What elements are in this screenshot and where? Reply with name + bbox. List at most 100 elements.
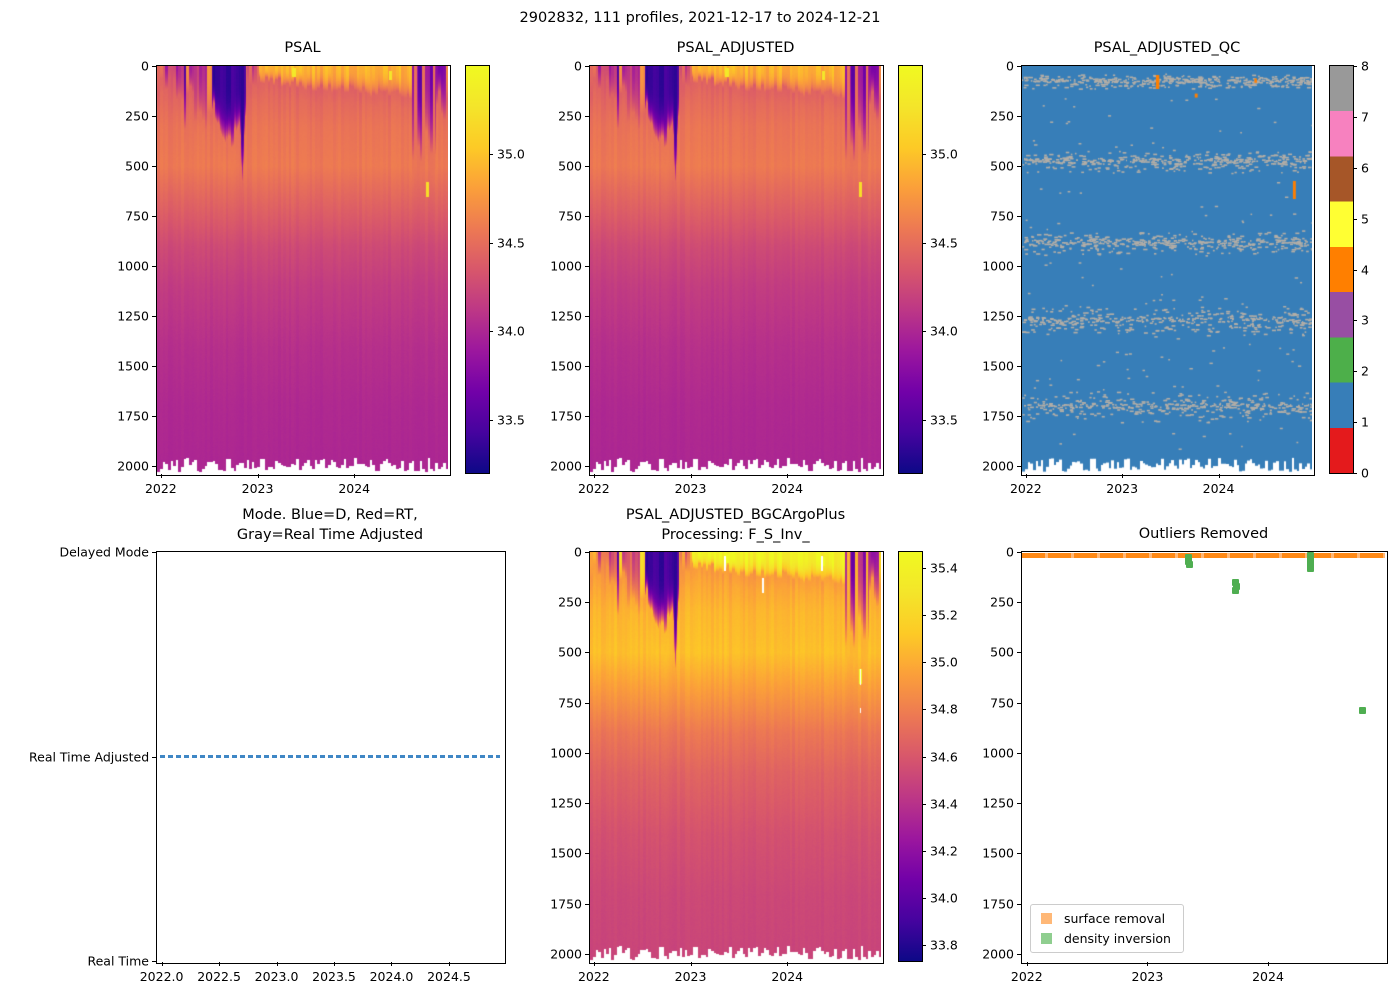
mode-dashed-line — [160, 755, 500, 758]
x-tick-label: 2024 — [771, 481, 804, 496]
y-tick-mark — [1017, 216, 1021, 217]
psal_adjusted_qc-axes-frame — [1021, 65, 1315, 476]
colorbar-tick-mark — [922, 419, 926, 421]
colorbar-tick-label: 7 — [1361, 109, 1369, 125]
y-tick-mark — [585, 466, 589, 467]
psal-axes-frame — [156, 65, 451, 476]
x-tick-label: 2023 — [674, 969, 707, 984]
colorbar-tick-mark — [922, 850, 926, 852]
y-tick-mark — [585, 853, 589, 855]
y-tick-label: 500 — [990, 158, 1014, 174]
psal_adjusted_bgc-axes-frame — [589, 551, 884, 964]
x-tick-mark — [787, 962, 789, 966]
colorbar-tick-label: 34.8 — [930, 701, 958, 717]
x-tick-mark — [1025, 474, 1027, 478]
y-tick-label: 1000 — [550, 745, 582, 761]
y-tick-mark — [1017, 366, 1021, 367]
colorbar-tick-mark — [1353, 66, 1357, 67]
y-tick-mark — [1017, 116, 1021, 117]
colorbar-tick-label: 33.5 — [497, 412, 525, 428]
psal_adjusted-axes-frame — [589, 65, 884, 476]
colorbar-tick-mark — [922, 944, 926, 946]
x-tick-mark — [1218, 474, 1220, 478]
colorbar-tick-label: 34.6 — [930, 749, 958, 764]
y-tick-mark — [1017, 652, 1021, 654]
x-tick-mark — [276, 962, 278, 966]
y-tick-mark — [585, 416, 589, 417]
y-tick-label: Real Time — [87, 953, 149, 969]
x-tick-mark — [690, 962, 692, 966]
colorbar-tick-mark — [1353, 422, 1357, 424]
y-tick-label: 2000 — [117, 458, 149, 474]
colorbar-tick-mark — [922, 803, 926, 805]
y-tick-label: 1750 — [982, 408, 1014, 424]
y-tick-label: 1500 — [982, 845, 1014, 861]
colorbar-tick-mark — [489, 154, 493, 156]
colorbar-tick-mark — [922, 709, 926, 711]
colorbar-tick-mark — [1353, 269, 1357, 271]
colorbar-tick-mark — [1353, 371, 1357, 373]
mode-axes-frame — [156, 551, 506, 964]
density-inversion-marker — [1307, 556, 1315, 564]
colorbar-tick-mark — [1353, 218, 1357, 220]
outliers-removed-title: Outliers Removed — [1138, 526, 1269, 542]
y-tick-label: 1250 — [982, 795, 1014, 811]
y-tick-label: 500 — [558, 158, 582, 174]
x-tick-label: 2022 — [577, 481, 610, 496]
y-tick-label: 1750 — [550, 408, 582, 424]
y-tick-mark — [152, 266, 156, 267]
y-tick-mark — [585, 166, 589, 167]
y-tick-mark — [1017, 803, 1021, 805]
colorbar-tick-mark — [489, 331, 493, 333]
y-tick-label: 1000 — [982, 258, 1014, 274]
colorbar-tick-mark — [1353, 167, 1357, 169]
legend-label: surface removal — [1064, 911, 1166, 926]
colorbar-tick-label: 34.5 — [497, 235, 525, 251]
y-tick-mark — [585, 116, 589, 117]
density-inversion-marker — [1231, 587, 1239, 595]
x-tick-label: 2023.5 — [312, 969, 356, 984]
y-tick-label: 250 — [990, 108, 1014, 124]
y-tick-mark — [585, 552, 589, 553]
colorbar-tick-label: 3 — [1361, 312, 1369, 328]
x-tick-label: 2023 — [674, 481, 707, 496]
x-tick-label: 2023 — [1131, 969, 1164, 984]
colorbar-tick-label: 35.0 — [930, 654, 958, 670]
x-tick-mark — [1147, 962, 1149, 966]
psal-adjusted-heatmap — [590, 66, 881, 473]
outliers-axes-frame — [1021, 551, 1388, 964]
x-tick-mark — [1268, 962, 1270, 966]
y-tick-label: Delayed Mode — [59, 544, 149, 560]
x-tick-label: 2022 — [577, 969, 610, 984]
y-tick-mark — [152, 116, 156, 117]
density-inversion-marker — [1231, 579, 1239, 587]
x-tick-label: 2022 — [1009, 481, 1042, 496]
y-tick-label: 500 — [125, 158, 149, 174]
y-tick-mark — [152, 961, 156, 962]
y-tick-mark — [1017, 66, 1021, 67]
y-tick-mark — [585, 316, 589, 317]
colorbar-tick-label: 35.2 — [930, 607, 958, 623]
y-tick-mark — [1017, 552, 1021, 553]
x-tick-label: 2022.0 — [139, 969, 184, 984]
y-tick-label: 0 — [574, 544, 582, 560]
x-tick-mark — [593, 962, 595, 966]
y-tick-label: 2000 — [550, 458, 582, 474]
outliers-legend: surface removal density inversion — [1030, 904, 1184, 953]
colorbar-tick-label: 5 — [1361, 211, 1369, 227]
x-tick-mark — [787, 474, 789, 478]
y-tick-mark — [585, 953, 589, 955]
colorbar-tick-label: 35.4 — [930, 560, 958, 576]
colorbar-tick-mark — [922, 154, 926, 156]
x-tick-mark — [1122, 474, 1124, 478]
y-tick-mark — [1017, 602, 1021, 604]
y-tick-label: 750 — [990, 208, 1014, 224]
x-tick-mark — [690, 474, 692, 478]
colorbar-tick-label: 35.0 — [930, 146, 958, 162]
y-tick-mark — [585, 66, 589, 67]
x-tick-label: 2022.5 — [197, 969, 241, 984]
colorbar-tick-mark — [1353, 320, 1357, 322]
colorbar-tick-mark — [922, 662, 926, 664]
psal-adjusted-qc-heatmap — [1022, 66, 1312, 473]
psal-title: PSAL — [284, 40, 321, 56]
